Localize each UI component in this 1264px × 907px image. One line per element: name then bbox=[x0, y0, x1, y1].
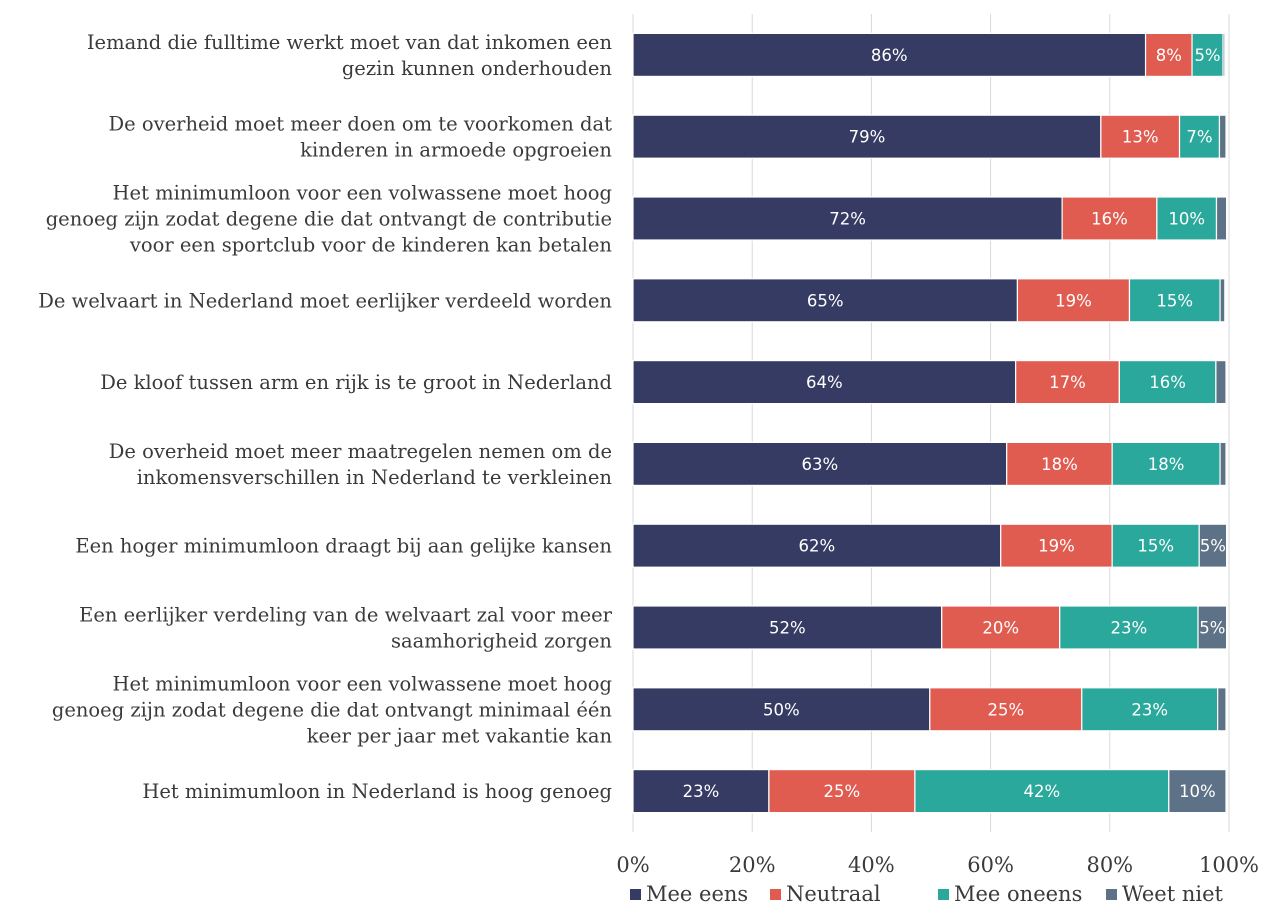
data-label: 15% bbox=[1137, 537, 1174, 556]
legend-swatch bbox=[630, 889, 641, 900]
data-label: 15% bbox=[1156, 291, 1193, 310]
bar-segment bbox=[929, 687, 1083, 732]
data-label: 23% bbox=[683, 782, 720, 801]
category-label: Een eerlijker verdeling van de welvaart … bbox=[79, 604, 613, 653]
legend-swatch bbox=[1106, 889, 1117, 900]
x-tick-label: 20% bbox=[729, 853, 776, 877]
legend-label: Weet niet bbox=[1122, 882, 1224, 906]
legend-swatch bbox=[770, 889, 781, 900]
bar-segment bbox=[632, 32, 1147, 78]
data-label: 64% bbox=[806, 373, 843, 392]
data-label: 42% bbox=[1024, 782, 1061, 801]
bar-segment bbox=[632, 605, 943, 650]
category-label: De overheid moet meer maatregelen nemen … bbox=[109, 440, 613, 489]
bar-segment bbox=[1100, 114, 1181, 159]
data-label: 20% bbox=[982, 619, 1019, 638]
bar-segment bbox=[1128, 278, 1221, 323]
data-label: 65% bbox=[807, 291, 844, 310]
data-label: 23% bbox=[1131, 700, 1168, 719]
data-label: 23% bbox=[1111, 619, 1148, 638]
bar-segment bbox=[941, 605, 1061, 650]
data-label: 16% bbox=[1149, 373, 1186, 392]
legend-label: Mee eens bbox=[646, 882, 748, 906]
bar-segment bbox=[1081, 687, 1219, 732]
data-label: 52% bbox=[769, 619, 806, 638]
x-tick-label: 100% bbox=[1199, 853, 1259, 877]
category-label: Iemand die fulltime werkt moet van dat i… bbox=[87, 31, 613, 80]
data-label: 5% bbox=[1194, 46, 1220, 65]
data-label: 5% bbox=[1200, 537, 1226, 556]
data-label: 72% bbox=[829, 210, 866, 229]
data-label: 25% bbox=[987, 700, 1024, 719]
bar-segment bbox=[632, 196, 1063, 241]
legend-label: Mee oneens bbox=[954, 882, 1082, 906]
bars: 86% 8% 5% 79% 13% 7% 72% 16% 10% 65% 19% 15% 64% 17% 1… bbox=[632, 32, 1228, 814]
data-label: 19% bbox=[1055, 291, 1092, 310]
data-label: 63% bbox=[802, 455, 839, 474]
bar-segment bbox=[1111, 523, 1200, 568]
legend-swatch bbox=[938, 889, 949, 900]
bar-segment bbox=[1016, 278, 1131, 323]
bar-segment bbox=[1217, 687, 1227, 732]
category-label: Het minimumloon voor een volwassene moet… bbox=[46, 182, 613, 257]
data-label: 10% bbox=[1179, 782, 1216, 801]
bar-segment bbox=[632, 114, 1102, 159]
bar-segment bbox=[1006, 441, 1113, 486]
bar-segment bbox=[1178, 114, 1221, 159]
bar-segment bbox=[632, 768, 770, 814]
data-label: 13% bbox=[1122, 128, 1159, 147]
category-label: De overheid moet meer doen om te voorkom… bbox=[108, 113, 612, 162]
bar-segment bbox=[1015, 360, 1120, 405]
data-label: 25% bbox=[824, 782, 861, 801]
category-labels: Iemand die fulltime werkt moet van dat i… bbox=[38, 31, 612, 803]
bar-segment bbox=[1219, 441, 1227, 486]
bar-segment bbox=[1111, 441, 1221, 486]
data-label: 86% bbox=[871, 46, 908, 65]
data-label: 8% bbox=[1156, 46, 1182, 65]
x-tick-label: 0% bbox=[616, 853, 649, 877]
data-label: 7% bbox=[1186, 128, 1212, 147]
bar-segment bbox=[914, 768, 1170, 814]
data-label: 18% bbox=[1148, 455, 1185, 474]
category-label: Het minimumloon voor een volwassene moet… bbox=[52, 672, 613, 747]
bar-segment bbox=[1219, 278, 1226, 323]
bar-segment bbox=[632, 360, 1017, 405]
data-label: 16% bbox=[1091, 210, 1128, 229]
legend: Mee eens Neutraal Mee oneens Weet niet bbox=[630, 882, 1224, 906]
bar-segment bbox=[1222, 32, 1226, 78]
category-label: Een hoger minimumloon draagt bij aan gel… bbox=[75, 535, 612, 558]
x-tick-label: 60% bbox=[967, 853, 1014, 877]
data-label: 79% bbox=[849, 128, 886, 147]
bar-segment bbox=[632, 687, 931, 732]
bar-segment bbox=[1215, 196, 1228, 241]
bar-segment bbox=[1156, 196, 1218, 241]
category-label: De kloof tussen arm en rijk is te groot … bbox=[100, 371, 612, 394]
data-label: 62% bbox=[799, 537, 836, 556]
bar-segment bbox=[1198, 523, 1228, 568]
data-label: 17% bbox=[1049, 373, 1086, 392]
data-label: 18% bbox=[1041, 455, 1078, 474]
data-label: 50% bbox=[763, 700, 800, 719]
bar-segment bbox=[1215, 360, 1227, 405]
bar-segment bbox=[768, 768, 916, 814]
category-label: Het minimumloon in Nederland is hoog gen… bbox=[142, 780, 612, 803]
bar-segment bbox=[632, 278, 1019, 323]
x-axis-ticks: 0% 20% 40% 60% 80% 100% bbox=[616, 853, 1259, 877]
bar-segment bbox=[1168, 768, 1227, 814]
legend-label: Neutraal bbox=[786, 882, 881, 906]
bar-segment bbox=[1197, 605, 1228, 650]
category-label: De welvaart in Nederland moet eerlijker … bbox=[38, 289, 612, 312]
x-tick-label: 80% bbox=[1086, 853, 1133, 877]
data-label: 19% bbox=[1038, 537, 1075, 556]
data-label: 10% bbox=[1168, 210, 1205, 229]
x-tick-label: 40% bbox=[848, 853, 895, 877]
bar-segment bbox=[1061, 196, 1158, 241]
bar-segment bbox=[1218, 114, 1227, 159]
data-label: 5% bbox=[1199, 619, 1225, 638]
